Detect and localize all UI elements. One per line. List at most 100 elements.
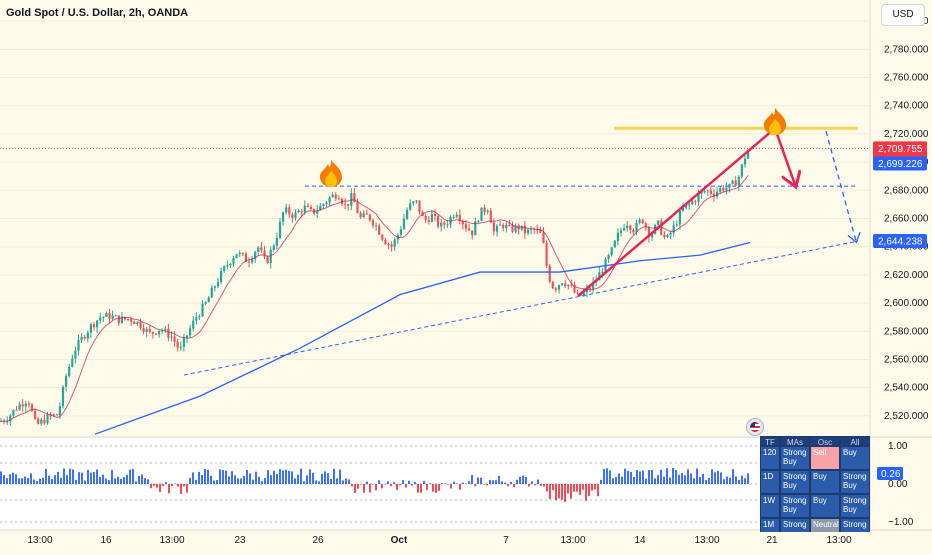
oscillator-bar	[162, 484, 164, 487]
oscillator-bar	[726, 476, 728, 484]
candle-body	[495, 225, 499, 232]
candle-body	[275, 237, 278, 246]
oscillator-bar	[510, 481, 512, 484]
fire-inner	[769, 119, 781, 135]
candle-body	[520, 225, 523, 230]
candle-body	[678, 210, 681, 225]
ratings-header-row: TF MAs Osc All	[760, 436, 870, 446]
oscillator-bar	[537, 479, 539, 484]
oscillator-bar	[714, 472, 716, 484]
y-tick-label: 2,740.000	[884, 101, 929, 112]
row-all: Strong Buy	[840, 470, 870, 494]
candle-body	[173, 336, 176, 342]
oscillator-bar	[447, 484, 449, 485]
oscillator-bar	[84, 480, 86, 484]
candle-body	[133, 321, 136, 325]
oscillator-bar	[264, 478, 266, 484]
candle-body	[105, 312, 108, 317]
candle-body	[300, 210, 303, 213]
oscillator-bar	[291, 471, 293, 484]
price-tag-label: 2,699.226	[878, 159, 923, 170]
oscillator-bar	[546, 484, 548, 492]
candle-body	[523, 225, 526, 234]
oscillator-bar	[576, 484, 578, 492]
oscillator-bar	[171, 484, 173, 487]
oscillator-bar	[300, 468, 302, 484]
oscillator-bar	[258, 476, 260, 484]
candle-body	[272, 245, 275, 250]
candle-body	[719, 187, 722, 192]
oscillator-bar	[525, 476, 527, 484]
candle-body	[542, 232, 545, 243]
oscillator-bar	[408, 480, 410, 484]
candle-body	[452, 216, 455, 218]
oscillator-bar	[561, 484, 563, 500]
candle-body	[92, 324, 96, 328]
candle-body	[142, 328, 145, 332]
oscillator-bar	[738, 479, 740, 484]
candle-body	[15, 409, 18, 411]
oscillator-bar	[567, 484, 569, 494]
candle-body	[65, 376, 68, 387]
oscillator-bar	[255, 471, 257, 484]
oscillator-bar	[642, 470, 644, 484]
oscillator-bar	[681, 473, 683, 484]
candle-body	[548, 265, 551, 282]
oscillator-bar	[66, 475, 68, 484]
oscillator-bar	[396, 484, 398, 490]
candle-body	[539, 229, 542, 233]
oscillator-bar	[456, 483, 458, 484]
oscillator-bar	[675, 470, 677, 484]
oscillator-bar	[24, 476, 26, 484]
candle-body	[52, 414, 55, 416]
oscillator-bar	[72, 469, 74, 484]
oscillator-bar	[207, 469, 209, 484]
candle-body	[545, 242, 548, 266]
candle-body	[440, 222, 443, 227]
y-tick-label: 2,520.000	[884, 411, 929, 422]
oscillator-bar	[15, 474, 17, 484]
oscillator-bar	[45, 468, 47, 484]
oscillator-bar	[573, 484, 575, 492]
oscillator-bar	[582, 484, 584, 490]
oscillator-bar	[711, 469, 713, 484]
oscillator-bar	[75, 479, 77, 484]
candle-body	[83, 336, 86, 339]
oscillator-bar	[696, 468, 698, 484]
candle-body	[102, 316, 105, 318]
candle-body	[328, 197, 331, 203]
candle-body	[623, 228, 626, 231]
oscillator-bar	[393, 482, 395, 484]
oscillator-bar	[387, 481, 389, 484]
candle-body	[644, 223, 647, 228]
candle-body	[319, 205, 322, 211]
candle-body	[114, 315, 117, 317]
oscillator-bar	[156, 484, 158, 488]
candle-body	[127, 318, 130, 320]
candle-body	[703, 191, 706, 193]
candle-body	[204, 302, 207, 304]
candle-body	[148, 328, 151, 333]
oscillator-bar	[279, 469, 281, 484]
oscillator-bar	[630, 471, 632, 484]
y-tick-label: 2,660.000	[884, 214, 929, 225]
x-tick-label: 13:00	[694, 535, 719, 546]
candle-body	[247, 261, 251, 263]
candle-body	[226, 265, 229, 267]
oscillator-bar	[252, 479, 254, 484]
candle-body	[728, 183, 731, 188]
candle-body	[368, 214, 371, 221]
oscillator-bar	[453, 481, 455, 484]
candle-body	[700, 191, 703, 194]
candle-body	[468, 228, 471, 231]
oscillator-bar	[648, 470, 650, 484]
row-tf: 1D	[760, 470, 780, 494]
time-axis	[0, 530, 932, 550]
candle-body	[254, 251, 257, 259]
oscillator-bar	[228, 476, 230, 484]
oscillator-bar	[477, 477, 479, 484]
currency-button[interactable]: USD	[881, 4, 925, 26]
header-tf: TF	[760, 436, 780, 446]
